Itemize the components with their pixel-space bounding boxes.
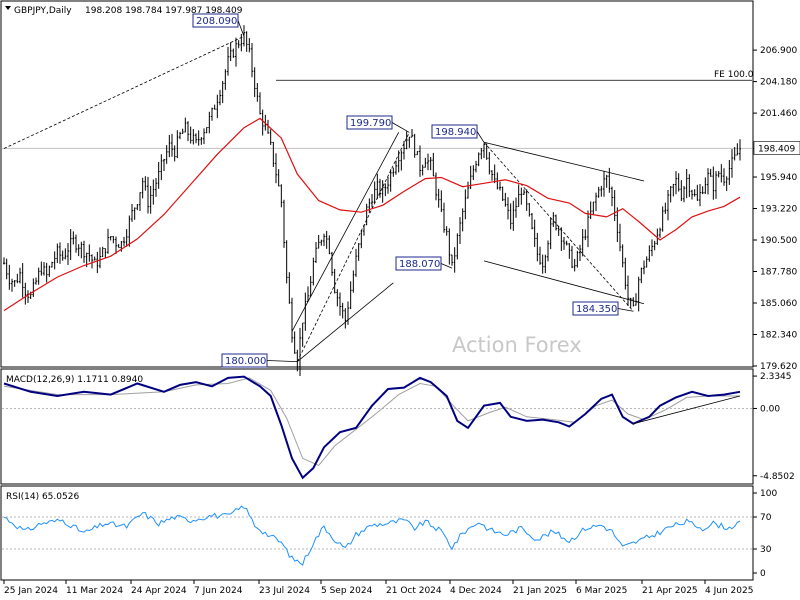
x-tick-label: 25 Jan 2024 (4, 586, 58, 596)
price-candles (3, 25, 741, 376)
annotation-label: 208.090 (196, 16, 237, 27)
channel-upper-2 (483, 141, 645, 182)
price-y-tick-label: 187.780 (760, 268, 797, 278)
annotation-leader (617, 308, 634, 312)
macd-y-tick-label: -4.8502 (760, 472, 795, 482)
rsi-y-tick-label: 0 (760, 569, 766, 579)
watermark: Action Forex (452, 333, 582, 357)
ohlc-label: 198.208 198.784 197.987 198.409 (85, 6, 243, 16)
macd-y-tick-label: 2.3345 (760, 372, 792, 382)
channel-upper-1 (291, 132, 400, 332)
annotation-label: 184.350 (576, 304, 617, 315)
annotation-leader (440, 263, 453, 269)
macd-signal-line (3, 377, 740, 467)
dropdown-icon[interactable] (5, 6, 11, 10)
macd-y-tick-label: 0.00 (760, 404, 780, 414)
x-tick-label: 21 Jan 2025 (513, 586, 567, 596)
x-axis: 25 Jan 2024 11 Mar 2024 24 Apr 2024 7 Jun 2… (3, 580, 753, 596)
ma-line (3, 117, 741, 312)
macd-line (3, 375, 741, 480)
price-y-tick-label: 193.220 (760, 205, 797, 215)
price-y-tick-label: 195.940 (760, 173, 797, 183)
macd-lines: 2.3345 0.00 -4.8502 (2, 372, 795, 482)
x-tick-label: 11 Mar 2024 (66, 586, 123, 596)
x-tick-label: 21 Oct 2024 (386, 586, 442, 596)
price-y-tick-label: 190.500 (760, 236, 797, 246)
annotation-label: 188.070 (399, 259, 440, 270)
current-price-box (753, 141, 800, 155)
rsi-y-tick-label: 70 (760, 513, 772, 523)
price-y-tick-label: 179.620 (760, 362, 797, 372)
macd-panel (0, 368, 754, 485)
fe-label: FE 100.0 (714, 70, 754, 80)
price-y-axis: 206.900 204.180 201.460 198.409 195.940 193.2… (753, 46, 800, 372)
annotation-label: 180.000 (225, 356, 266, 367)
trendline-dashed-1 (3, 35, 245, 149)
price-y-tick-label: 182.340 (760, 331, 797, 341)
x-tick-label: 5 Sep 2024 (321, 586, 373, 596)
rsi-title: RSI(14) 65.0526 (6, 492, 79, 502)
macd-title: MACD(12,26,9) 1.1711 0.8940 (6, 375, 143, 385)
x-tick-label: 4 Dec 2024 (450, 586, 502, 596)
price-y-tick-label: 185.060 (760, 299, 797, 309)
x-tick-label: 24 Apr 2024 (131, 586, 187, 596)
x-tick-label: 21 Apr 2025 (642, 586, 698, 596)
price-y-tick-label: 201.460 (760, 109, 797, 119)
annotation-leader (476, 131, 485, 143)
channel-lower-2 (483, 260, 645, 305)
price-annotations: 208.090 180.000 199.790 188.070 198.940 184.3… (192, 13, 634, 368)
rsi-y-tick-label: 100 (760, 489, 777, 499)
rsi-line (3, 505, 741, 566)
annotation-leader (266, 360, 298, 362)
rsi-y-tick-label: 30 (760, 545, 772, 555)
price-y-tick-label: 204.180 (760, 78, 797, 88)
rsi-lines: 100 70 30 0 (2, 489, 777, 579)
symbol-label: GBPJPY,Daily (14, 6, 72, 16)
current-price-label: 198.409 (758, 144, 795, 154)
annotation-label: 199.790 (350, 118, 391, 129)
x-tick-label: 4 Jun 2025 (705, 586, 753, 596)
x-tick-label: 6 Mar 2025 (576, 586, 627, 596)
annotation-label: 198.940 (435, 127, 476, 138)
rsi-panel (0, 485, 754, 581)
macd-trendline (633, 395, 741, 425)
price-y-tick-label: 206.900 (760, 46, 797, 56)
annotation-leader (391, 122, 410, 133)
x-tick-label: 7 Jun 2024 (194, 586, 243, 596)
annotation-leader (237, 20, 245, 37)
price-ma (3, 117, 741, 312)
x-tick-label: 23 Jul 2024 (259, 586, 310, 596)
